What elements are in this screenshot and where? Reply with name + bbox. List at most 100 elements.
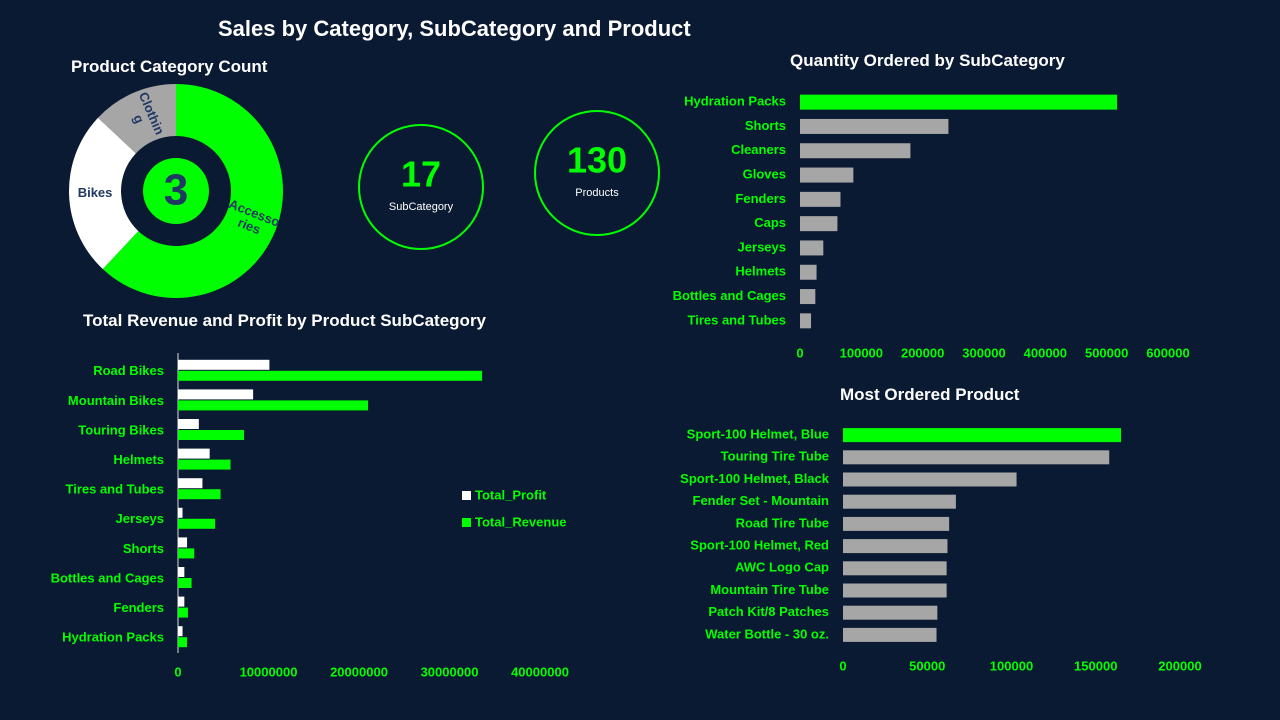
- revenue-chart-title: Total Revenue and Profit by Product SubC…: [83, 311, 487, 330]
- category-label-mountain-tire-tube: Mountain Tire Tube: [710, 582, 829, 597]
- category-label-jerseys: Jerseys: [116, 511, 164, 526]
- donut-slice-clothin-g: [98, 84, 176, 154]
- category-label-tires-and-tubes: Tires and Tubes: [688, 312, 787, 327]
- tick-label-revenue-profit-by-subcategory-40000000: 40000000: [511, 664, 569, 679]
- bar-total-revenue-hydration-packs: [178, 637, 188, 648]
- bar-sport-100-helmet-blue: [843, 428, 1122, 443]
- category-label-fenders: Fenders: [735, 191, 786, 206]
- category-label-awc-logo-cap: AWC Logo Cap: [735, 560, 829, 575]
- category-label-hydration-packs: Hydration Packs: [684, 94, 786, 109]
- tick-label-quantity-by-subcategory-500000: 500000: [1085, 345, 1128, 360]
- kpi-value-products: 130: [567, 140, 627, 181]
- donut-center-value: 3: [164, 166, 188, 215]
- category-label-road-tire-tube: Road Tire Tube: [736, 515, 829, 530]
- tick-label-revenue-profit-by-subcategory-10000000: 10000000: [240, 664, 298, 679]
- bar-hydration-packs: [800, 94, 1118, 110]
- bar-bottles-and-cages: [800, 289, 816, 305]
- tick-label-most-ordered-product-200000: 200000: [1158, 658, 1201, 673]
- category-label-hydration-packs: Hydration Packs: [62, 630, 164, 645]
- bar-shorts: [800, 118, 949, 134]
- donut-label-bikes: Bikes: [78, 185, 113, 200]
- bar-total-profit-helmets: [178, 448, 210, 459]
- legend-label-total-profit: Total_Profit: [475, 487, 547, 502]
- category-label-sport-100-helmet-black: Sport-100 Helmet, Black: [680, 471, 830, 486]
- category-label-bottles-and-cages: Bottles and Cages: [673, 288, 786, 303]
- bar-road-tire-tube: [843, 516, 950, 531]
- bar-total-revenue-shorts: [178, 548, 195, 559]
- category-label-helmets: Helmets: [735, 264, 786, 279]
- tick-label-quantity-by-subcategory-0: 0: [796, 345, 803, 360]
- bar-total-revenue-touring-bikes: [178, 430, 245, 440]
- bar-total-profit-tires-and-tubes: [178, 478, 203, 489]
- category-label-road-bikes: Road Bikes: [93, 363, 164, 378]
- category-label-touring-bikes: Touring Bikes: [78, 422, 164, 437]
- product-chart-title: Most Ordered Product: [840, 385, 1020, 404]
- category-label-sport-100-helmet-red: Sport-100 Helmet, Red: [690, 538, 829, 553]
- bar-awc-logo-cap: [843, 561, 947, 576]
- bar-total-revenue-helmets: [178, 459, 231, 470]
- bar-cleaners: [800, 143, 911, 159]
- bar-fender-set-mountain: [843, 494, 956, 509]
- bar-total-profit-bottles-and-cages: [178, 567, 185, 577]
- category-label-fenders: Fenders: [113, 600, 164, 615]
- tick-label-revenue-profit-by-subcategory-20000000: 20000000: [330, 664, 388, 679]
- tick-label-quantity-by-subcategory-600000: 600000: [1146, 345, 1189, 360]
- bar-total-revenue-jerseys: [178, 518, 216, 529]
- tick-label-most-ordered-product-50000: 50000: [909, 658, 945, 673]
- tick-label-quantity-by-subcategory-400000: 400000: [1024, 345, 1067, 360]
- bar-total-profit-touring-bikes: [178, 419, 199, 429]
- kpi-ring-products: [534, 110, 660, 236]
- tick-label-quantity-by-subcategory-300000: 300000: [962, 345, 1005, 360]
- category-label-shorts: Shorts: [123, 541, 164, 556]
- kpi-ring-subcategory: [358, 124, 484, 250]
- category-label-tires-and-tubes: Tires and Tubes: [66, 482, 165, 497]
- tick-label-most-ordered-product-100000: 100000: [990, 658, 1033, 673]
- bar-total-revenue-road-bikes: [178, 370, 483, 381]
- bar-total-profit-jerseys: [178, 507, 183, 518]
- tick-label-quantity-by-subcategory-200000: 200000: [901, 345, 944, 360]
- donut-slice-accesso-ries: [102, 84, 284, 298]
- kpi-label-products: Products: [575, 187, 619, 199]
- tick-label-quantity-by-subcategory-100000: 100000: [840, 345, 883, 360]
- category-label-shorts: Shorts: [745, 118, 786, 133]
- bar-patch-kit-8-patches: [843, 605, 938, 620]
- category-label-patch-kit-8-patches: Patch Kit/8 Patches: [708, 604, 829, 619]
- bar-total-profit-hydration-packs: [178, 626, 183, 637]
- legend-swatch-total-profit: [462, 491, 471, 500]
- bar-total-profit-road-bikes: [178, 359, 270, 370]
- legend-swatch-total-revenue: [462, 518, 471, 527]
- bar-total-profit-mountain-bikes: [178, 389, 254, 400]
- category-label-caps: Caps: [754, 215, 786, 230]
- kpi-label-subcategory: SubCategory: [389, 201, 454, 213]
- category-label-water-bottle-30-oz: Water Bottle - 30 oz.: [705, 626, 829, 641]
- category-label-gloves: Gloves: [743, 166, 786, 181]
- kpi-value-subcategory: 17: [401, 154, 441, 195]
- legend-label-total-revenue: Total_Revenue: [475, 514, 567, 529]
- tick-label-revenue-profit-by-subcategory-30000000: 30000000: [421, 664, 479, 679]
- bar-total-revenue-mountain-bikes: [178, 400, 369, 411]
- category-label-fender-set-mountain: Fender Set - Mountain: [693, 493, 830, 508]
- bar-mountain-tire-tube: [843, 583, 947, 598]
- bar-water-bottle-30-oz: [843, 627, 937, 642]
- donut-slice-bikes: [69, 117, 139, 269]
- category-label-cleaners: Cleaners: [731, 142, 786, 157]
- bar-gloves: [800, 167, 854, 183]
- bar-helmets: [800, 264, 817, 280]
- bar-total-revenue-fenders: [178, 607, 188, 618]
- bar-total-revenue-bottles-and-cages: [178, 578, 192, 588]
- donut-chart-title: Product Category Count: [71, 57, 268, 76]
- bar-caps: [800, 216, 838, 232]
- tick-label-most-ordered-product-150000: 150000: [1074, 658, 1117, 673]
- category-label-mountain-bikes: Mountain Bikes: [68, 393, 164, 408]
- tick-label-revenue-profit-by-subcategory-0: 0: [174, 664, 181, 679]
- bar-sport-100-helmet-black: [843, 472, 1017, 487]
- bar-tires-and-tubes: [800, 313, 812, 329]
- dashboard-title: Sales by Category, SubCategory and Produ…: [218, 16, 691, 41]
- bar-total-profit-shorts: [178, 537, 188, 548]
- bar-jerseys: [800, 240, 824, 256]
- category-label-helmets: Helmets: [113, 452, 164, 467]
- category-label-bottles-and-cages: Bottles and Cages: [51, 570, 164, 585]
- bar-sport-100-helmet-red: [843, 539, 948, 554]
